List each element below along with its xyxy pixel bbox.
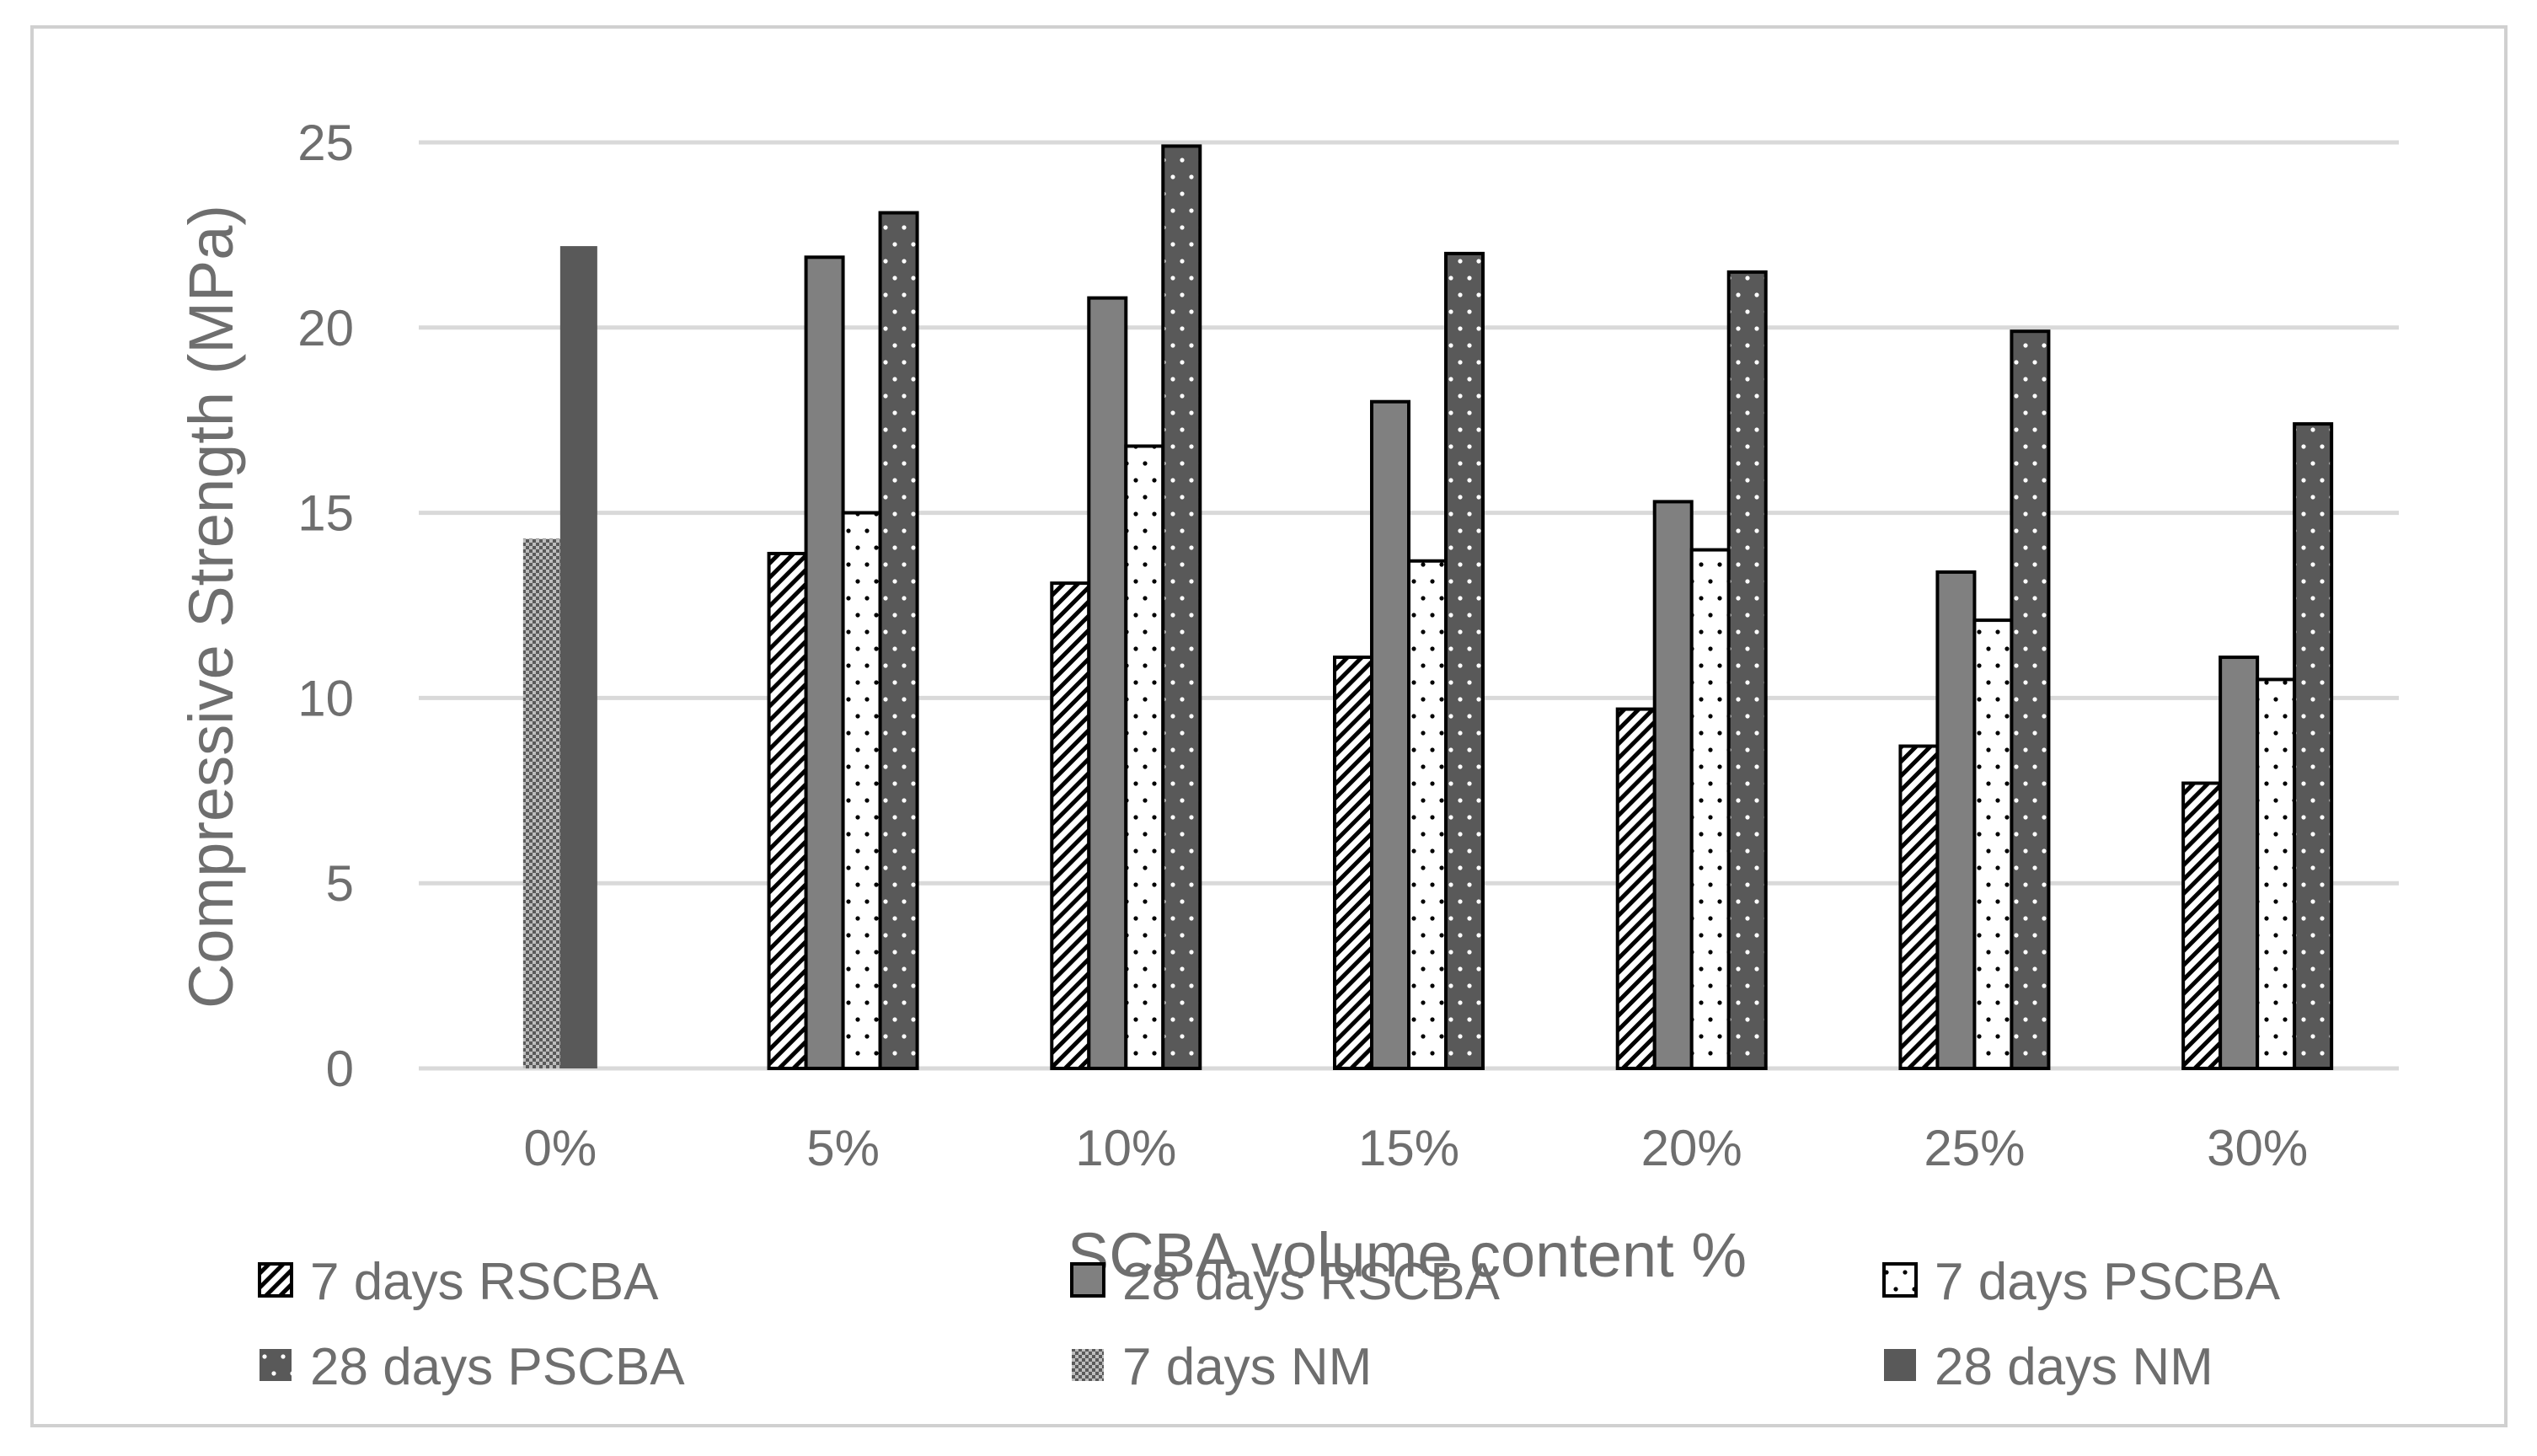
y-tick-label: 20 xyxy=(297,300,354,356)
bar-7-days-nm-0 xyxy=(522,538,560,1068)
bar-7-days-rscba-25 xyxy=(1898,744,1940,1070)
chart-frame xyxy=(30,25,2508,1427)
x-tick-label: 5% xyxy=(806,1120,880,1176)
bar-7-days-rscba-15 xyxy=(1333,656,1373,1070)
y-tick-label: 10 xyxy=(297,670,354,726)
legend: 7 days RSCBA 28 days RSCBA 7 days PSCBA 28 … xyxy=(258,1253,2281,1396)
bar-7-days-rscba-30 xyxy=(2181,781,2223,1070)
bar-28-days-rscba-20 xyxy=(1652,500,1694,1070)
bar-28-days-rscba-25 xyxy=(1935,570,1977,1070)
legend-swatch-7-days-nm xyxy=(1072,1349,1104,1381)
x-tick-label: 10% xyxy=(1075,1120,1176,1176)
legend-label-7-days-rscba: 7 days RSCBA xyxy=(310,1253,659,1311)
y-tick-label: 0 xyxy=(326,1041,354,1097)
x-tick-label: 20% xyxy=(1641,1120,1742,1176)
x-tick-label: 0% xyxy=(523,1120,597,1176)
bar-7-days-pscba-30 xyxy=(2256,677,2297,1070)
x-axis-title: SCBA volume content % xyxy=(1068,1220,1747,1290)
bar-7-days-pscba-25 xyxy=(1972,618,2014,1070)
bar-7-days-pscba-20 xyxy=(1689,548,1731,1070)
legend-swatch-28-days-pscba xyxy=(260,1349,292,1381)
legend-swatch-28-days-rscba xyxy=(1070,1262,1105,1298)
y-tick-label: 15 xyxy=(297,485,354,542)
bar-28-days-rscba-10 xyxy=(1087,296,1128,1070)
legend-swatch-28-days-nm xyxy=(1884,1349,1916,1381)
y-axis-ticks: 0 5 10 15 20 25 xyxy=(297,115,354,1097)
x-tick-label: 15% xyxy=(1358,1120,1459,1176)
bar-7-days-rscba-10 xyxy=(1050,581,1091,1070)
bar-7-days-rscba-20 xyxy=(1615,707,1657,1070)
x-tick-label: 25% xyxy=(1924,1120,2025,1176)
bar-28-days-pscba-20 xyxy=(1726,270,1768,1070)
bar-28-days-rscba-5 xyxy=(804,255,845,1070)
bar-28-days-nm-0 xyxy=(559,246,597,1068)
bar-7-days-pscba-5 xyxy=(841,511,882,1070)
y-axis-title: Compressive Strength (MPa) xyxy=(176,205,246,1009)
bar-28-days-pscba-10 xyxy=(1161,144,1202,1070)
bar-28-days-rscba-15 xyxy=(1370,399,1410,1071)
y-tick-label: 5 xyxy=(326,855,354,912)
bars xyxy=(522,144,2334,1071)
x-axis-ticks: 0% 5% 10% 15% 20% 25% 30% xyxy=(523,1120,2308,1176)
legend-label-28-days-nm: 28 days NM xyxy=(1935,1338,2213,1396)
bar-7-days-pscba-15 xyxy=(1407,559,1448,1070)
legend-swatch-7-days-rscba xyxy=(258,1262,293,1298)
bar-28-days-pscba-5 xyxy=(878,211,919,1071)
bar-28-days-rscba-30 xyxy=(2219,656,2260,1070)
bar-28-days-pscba-30 xyxy=(2293,422,2334,1070)
x-tick-label: 30% xyxy=(2207,1120,2308,1176)
bar-7-days-pscba-10 xyxy=(1124,444,1165,1070)
legend-label-28-days-rscba: 28 days RSCBA xyxy=(1122,1253,1501,1311)
bar-7-days-rscba-5 xyxy=(767,551,808,1070)
bar-28-days-pscba-15 xyxy=(1444,251,1485,1070)
legend-label-28-days-pscba: 28 days PSCBA xyxy=(310,1338,685,1396)
legend-label-7-days-nm: 7 days NM xyxy=(1122,1338,1372,1396)
y-tick-label: 25 xyxy=(297,115,354,171)
legend-swatch-7-days-pscba xyxy=(1882,1262,1918,1298)
legend-label-7-days-pscba: 7 days PSCBA xyxy=(1935,1253,2281,1311)
bar-28-days-pscba-25 xyxy=(2010,329,2051,1071)
